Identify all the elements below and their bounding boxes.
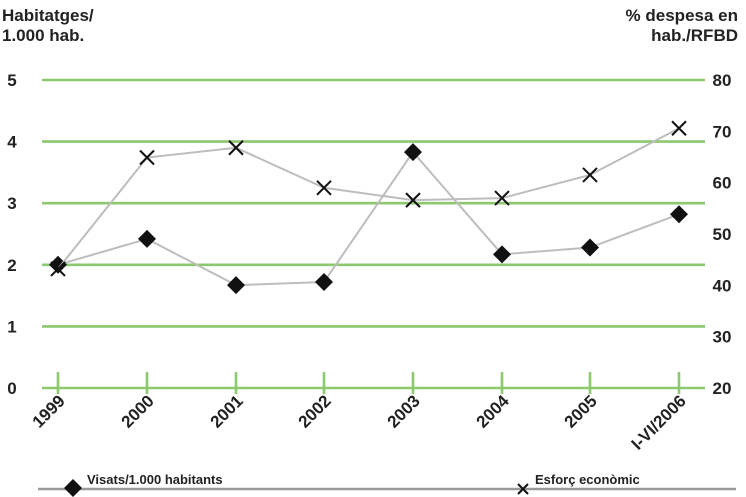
right-tick-label: 40 (713, 276, 732, 295)
left-tick-label: 0 (7, 379, 16, 398)
series-line-visats (57, 150, 680, 287)
data-point-cross (50, 261, 66, 277)
data-point-diamond (49, 255, 67, 274)
data-point-diamond (404, 143, 422, 162)
data-point-cross-stroke (50, 261, 66, 277)
x-tick-label: 2003 (384, 391, 424, 431)
data-point-diamond (670, 205, 688, 224)
right-tick-label: 30 (713, 328, 732, 347)
left-tick-label: 5 (7, 71, 16, 90)
data-point-cross-stroke (228, 140, 244, 156)
data-point-cross-stroke (671, 120, 687, 136)
data-point-cross-stroke (316, 180, 332, 196)
right-tick-label: 80 (713, 71, 732, 90)
x-tick-label: 2001 (207, 391, 247, 431)
left-tick-label: 3 (7, 194, 16, 213)
left-axis-title: Habitatges/ 1.000 hab. (2, 6, 94, 46)
left-tick-label: 4 (7, 133, 17, 152)
data-point-diamond (315, 273, 333, 292)
right-tick-label: 70 (713, 122, 732, 141)
right-axis-title: % despesa en hab./RFBD (626, 6, 738, 46)
data-point-cross-stroke (139, 149, 155, 166)
x-tick-label: 1999 (29, 391, 69, 431)
data-point-diamond (493, 245, 511, 264)
data-point-cross (405, 192, 421, 208)
legend-cross-stroke (517, 483, 529, 495)
data-point-cross (671, 120, 687, 136)
legend-label: Esforç econòmic (535, 472, 640, 487)
left-axis-title-line: Habitatges/ (2, 6, 94, 25)
data-point-cross (494, 190, 510, 206)
left-tick-label: 2 (7, 256, 16, 275)
right-axis-title-line: hab./RFBD (651, 26, 738, 45)
right-axis-title-line: % despesa en (625, 6, 738, 25)
data-point-cross-stroke (405, 192, 421, 208)
data-point-diamond (581, 238, 599, 257)
data-point-diamond (227, 276, 245, 295)
x-tick-label: I-VI/2006 (628, 391, 690, 453)
data-point-cross (316, 180, 332, 196)
series-line-esforc-economic (57, 127, 680, 270)
x-tick-label: 2005 (561, 391, 601, 431)
x-tick-label: 2004 (473, 391, 514, 432)
data-point-diamond (138, 229, 156, 248)
legend-label: Visats/1.000 habitants (87, 472, 223, 487)
data-point-cross (582, 167, 598, 183)
data-point-cross (139, 149, 155, 166)
data-point-cross (228, 140, 244, 156)
right-tick-label: 50 (713, 225, 732, 244)
data-point-cross-stroke (582, 167, 598, 183)
right-tick-label: 60 (713, 174, 732, 193)
data-point-cross-stroke (494, 190, 510, 206)
left-tick-label: 1 (7, 317, 16, 336)
x-tick-label: 2000 (118, 391, 158, 431)
x-tick-label: 2002 (295, 391, 335, 431)
left-axis-title-line: 1.000 hab. (2, 26, 85, 45)
right-tick-label: 20 (713, 379, 732, 398)
legend-cross-icon (517, 483, 529, 495)
legend-diamond-icon (64, 479, 82, 497)
